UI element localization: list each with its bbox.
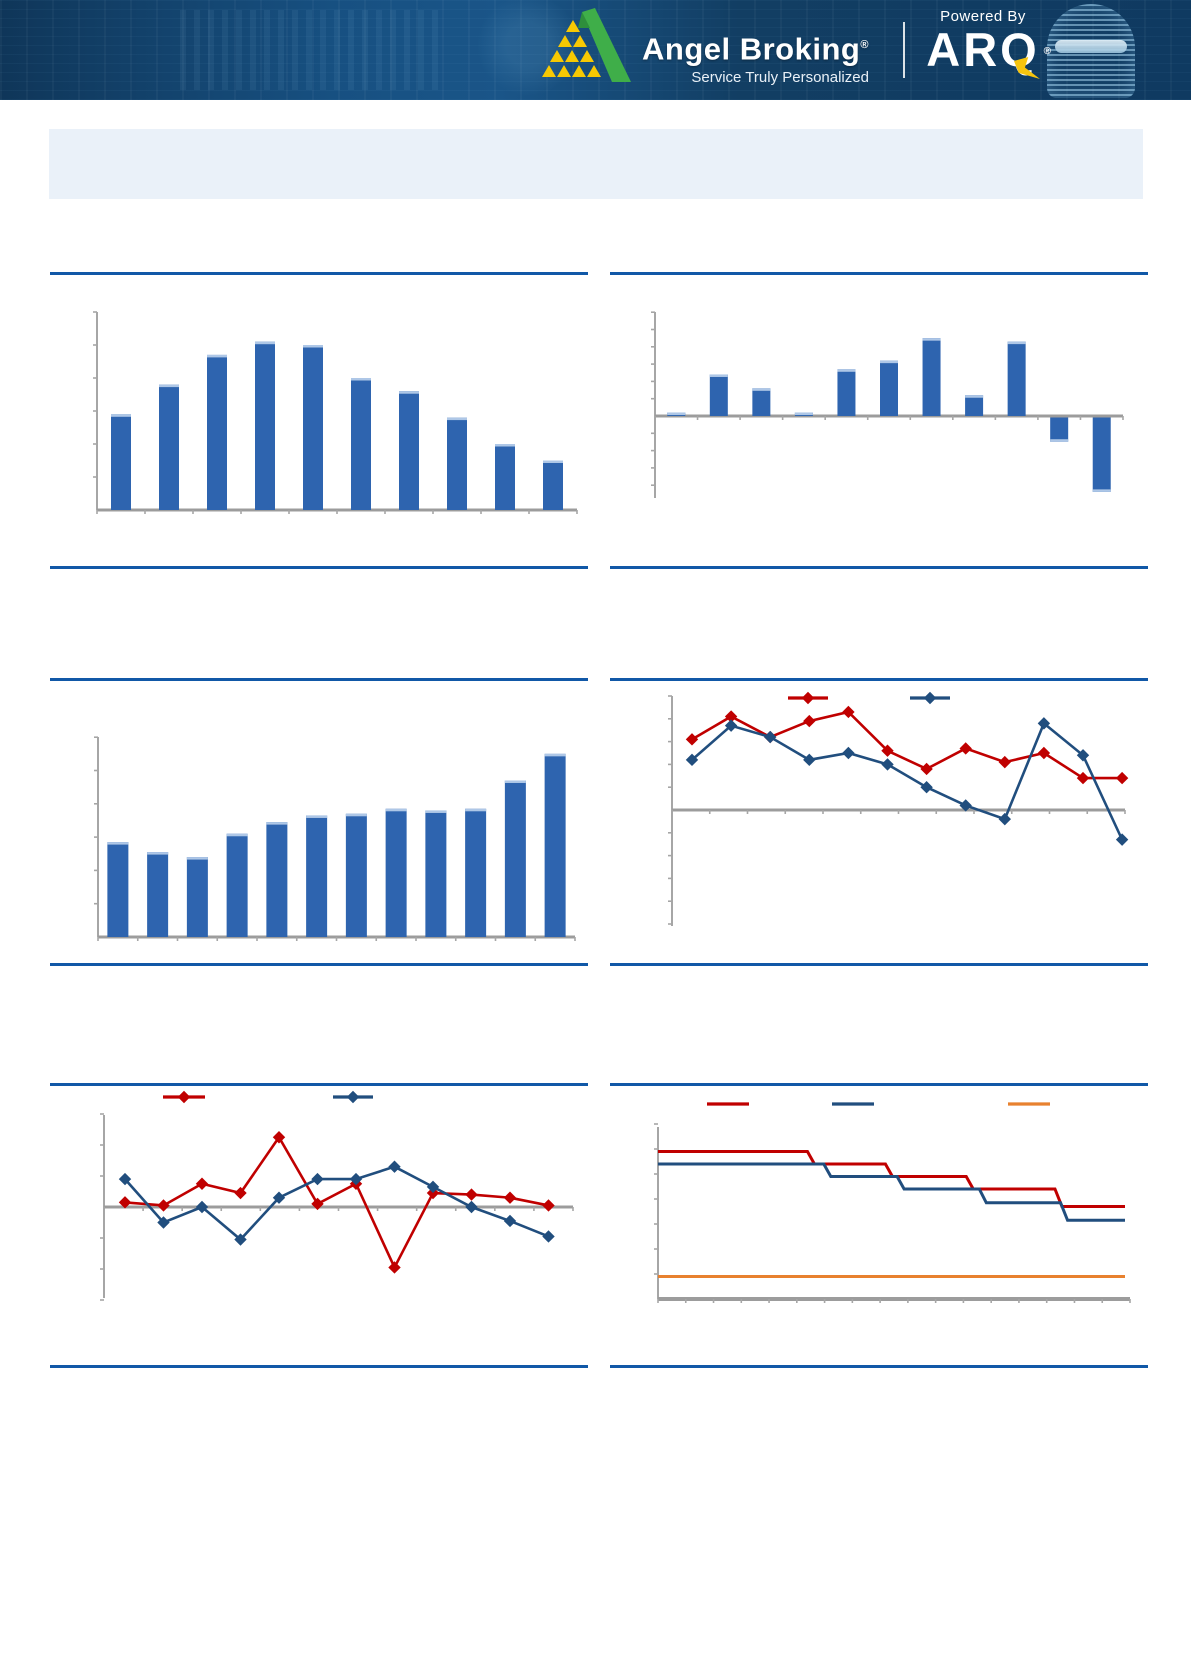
brand-registered-mark: ® [860,39,869,51]
section-divider [50,963,588,966]
powered-by-label: Powered By [940,8,1026,25]
brand-name-text: Angel Broking [642,31,861,67]
chart-bar-rise-fall [50,275,588,565]
arq-wordmark: ARQ ® [918,25,1051,79]
chart-bar-positive-negative [610,275,1148,565]
section-divider [50,1365,588,1368]
section-divider [610,1365,1148,1368]
chart-svg-step-three-series-policy-rates [654,1102,1131,1303]
section-divider [610,678,1148,681]
angel-broking-logo: Angel Broking® Service Truly Personalize… [540,6,869,88]
section-divider [610,566,1148,569]
chart-bar-uptrend [50,681,588,963]
header-vertical-divider [903,22,905,78]
arq-logo: Powered By ARQ ® [918,8,1051,79]
section-divider [610,963,1148,966]
section-divider [50,1083,588,1086]
section-divider [50,272,588,275]
chart-line-two-series-volatile [50,1086,588,1365]
brand-text-block: Angel Broking® Service Truly Personalize… [642,6,869,87]
chart-svg-bar-rise-fall [93,311,578,514]
header-banner: Angel Broking® Service Truly Personalize… [0,0,1191,100]
chart-svg-bar-uptrend [94,736,576,941]
chart-line-two-series-trending-down [610,681,1148,963]
chart-svg-bar-positive-negative [651,311,1124,498]
angel-broking-logo-icon [542,8,631,82]
robot-head-graphic [1047,4,1135,98]
chart-svg-line-two-series-trending-down [668,691,1129,926]
brand-name: Angel Broking® [642,28,869,66]
robot-visor [1055,40,1127,53]
section-divider [610,1083,1148,1086]
section-divider [50,566,588,569]
section-divider [610,272,1148,275]
section-divider [50,678,588,681]
chart-svg-line-two-series-volatile [100,1090,574,1301]
arq-registered-mark: ® [1043,46,1054,57]
summary-banner [49,129,1143,199]
brand-tagline: Service Truly Personalized [691,69,869,87]
chart-step-three-series [610,1086,1148,1365]
